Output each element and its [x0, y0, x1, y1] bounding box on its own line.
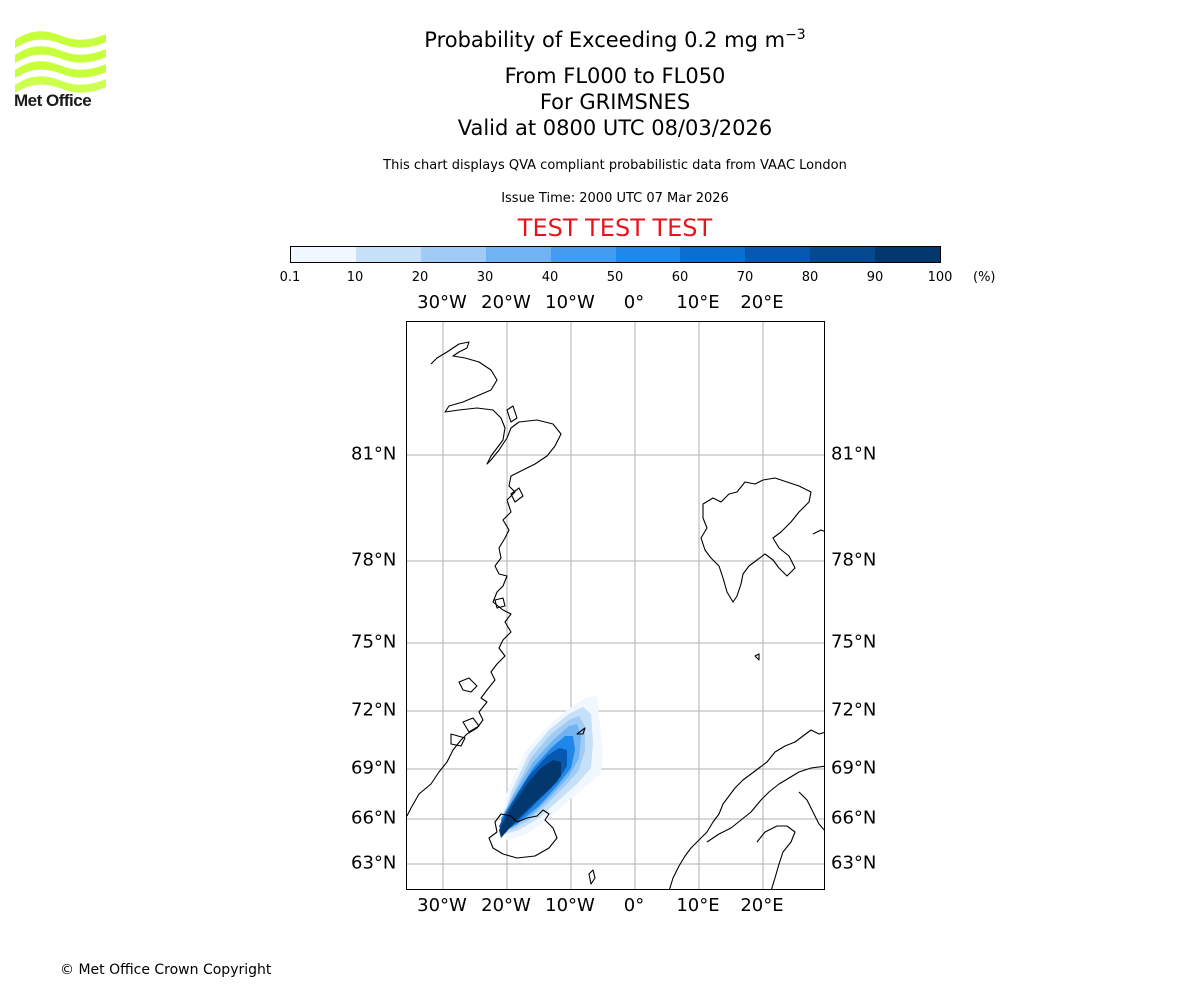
coast-greenland-island-2 [506, 405, 518, 423]
colorbar-tick-label: 100 [927, 270, 953, 285]
coast-svalbard [700, 477, 812, 603]
latitude-label: 63°N [351, 852, 397, 874]
latitude-label: 75°N [351, 631, 397, 653]
coast-svalbard-island [812, 529, 824, 535]
colorbar-segment-0 [291, 247, 356, 262]
latitude-label: 72°N [351, 699, 397, 721]
latitude-label: 72°N [831, 699, 877, 721]
colorbar-segment-6 [680, 247, 746, 262]
latitude-label: 75°N [831, 631, 877, 653]
latitude-label: 81°N [831, 443, 877, 465]
colorbar-tick-label: 70 [736, 270, 754, 285]
graticule [407, 322, 824, 889]
coast-iceland [488, 809, 558, 859]
met-office-logo-waves-icon [15, 31, 106, 93]
coast-norway-inner [706, 765, 824, 843]
colorbar-tick-label: 30 [476, 270, 494, 285]
colorbar-tick-label: 80 [801, 270, 819, 285]
latitude-label: 66°N [831, 807, 877, 829]
chart-description: This chart displays QVA compliant probab… [383, 158, 847, 173]
map-canvas[interactable] [407, 322, 825, 890]
latitude-label: 69°N [831, 757, 877, 779]
chart-title-text: Probability of Exceeding 0.2 mg m [424, 28, 786, 52]
ash-probability-plume [499, 696, 603, 840]
chart-title: Probability of Exceeding 0.2 mg m−3 [0, 27, 1200, 52]
coast-greenland-fjord-3 [450, 733, 466, 747]
coast-greenland-island-1 [510, 487, 524, 503]
plume-band-80-100 [499, 760, 561, 838]
copyright-notice: © Met Office Crown Copyright [60, 962, 272, 978]
longitude-label: 20°E [740, 895, 784, 916]
latitude-label: 63°N [831, 852, 877, 874]
probability-colorbar [290, 246, 941, 263]
latitude-label: 78°N [351, 549, 397, 571]
coast-greenland-island-3 [494, 597, 506, 609]
chart-title-superscript: −3 [785, 27, 806, 43]
volcano-location: For GRIMSNES [539, 90, 691, 114]
coast-greenland [407, 341, 562, 817]
coast-greenland-fjord-2 [462, 717, 480, 733]
coast-bear-island [754, 653, 760, 661]
coast-faroe [588, 869, 596, 885]
colorbar-segment-5 [615, 247, 681, 262]
colorbar-tick-label: 60 [671, 270, 689, 285]
longitude-label: 10°W [545, 895, 595, 916]
coast-sweden-finland [756, 825, 796, 889]
colorbar-tick-label: 10 [346, 270, 364, 285]
longitude-label: 20°W [481, 292, 531, 313]
longitude-label: 0° [623, 895, 645, 916]
coast-jan-mayen [576, 727, 586, 735]
colorbar-tick-label: 40 [541, 270, 559, 285]
latitude-label: 69°N [351, 757, 397, 779]
flight-level-range: From FL000 to FL050 [504, 64, 726, 88]
coast-finland-east [798, 791, 824, 831]
longitude-label: 20°E [740, 292, 784, 313]
colorbar-segment-8 [810, 247, 876, 262]
longitude-label: 10°E [676, 895, 720, 916]
test-banner: TEST TEST TEST [517, 214, 713, 242]
longitude-label: 30°W [417, 895, 467, 916]
colorbar-segment-2 [420, 247, 486, 262]
coast-norway [669, 729, 824, 889]
colorbar-tick-label: 50 [606, 270, 624, 285]
valid-time: Valid at 0800 UTC 08/03/2026 [457, 116, 773, 140]
latitude-label: 81°N [351, 443, 397, 465]
longitude-label: 10°E [676, 292, 720, 313]
issue-time: Issue Time: 2000 UTC 07 Mar 2026 [501, 191, 729, 206]
colorbar-segment-1 [355, 247, 421, 262]
coast-greenland-fjord-1 [458, 677, 478, 693]
colorbar-unit: (%) [973, 270, 996, 285]
latitude-label: 66°N [351, 807, 397, 829]
colorbar-segment-9 [875, 247, 941, 262]
longitude-label: 20°W [481, 895, 531, 916]
colorbar-tick-label: 0.1 [279, 270, 301, 285]
latitude-label: 78°N [831, 549, 877, 571]
colorbar-tick-label: 20 [411, 270, 429, 285]
longitude-label: 30°W [417, 292, 467, 313]
met-office-logo-text: Met Office [14, 91, 92, 110]
map-panel[interactable] [406, 321, 825, 890]
longitude-label: 0° [623, 292, 645, 313]
colorbar-tick-label: 90 [866, 270, 884, 285]
colorbar-segment-7 [745, 247, 811, 262]
colorbar-segment-3 [485, 247, 551, 262]
colorbar-segment-4 [550, 247, 616, 262]
longitude-label: 10°W [545, 292, 595, 313]
coastlines [407, 341, 824, 889]
